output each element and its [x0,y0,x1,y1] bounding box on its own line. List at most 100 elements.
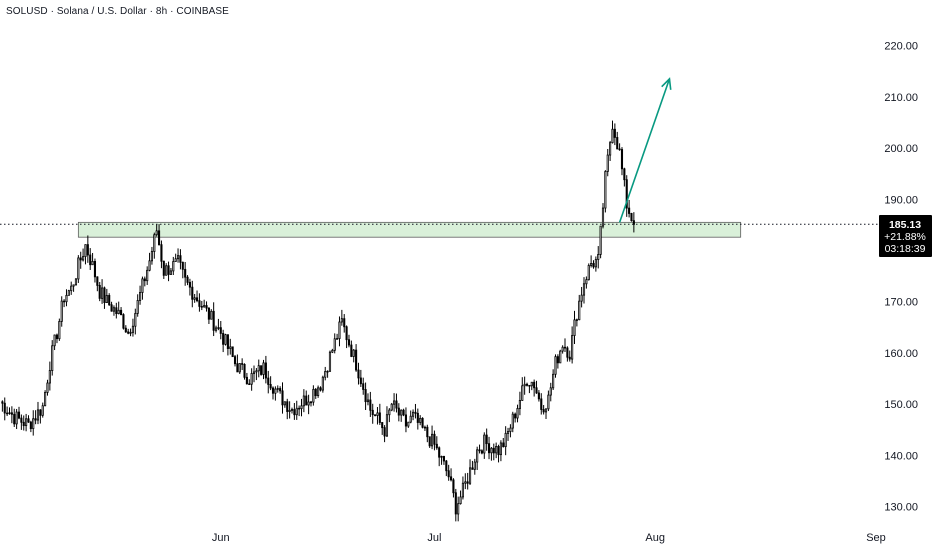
candle-body-down [124,327,127,333]
candle [504,426,507,456]
y-tick-label: 220.00 [884,41,918,53]
candle [67,289,70,296]
price-axis[interactable]: 220.00210.00200.00190.00180.00170.00160.… [884,41,918,514]
candle-body-up [112,307,116,312]
candle [416,408,419,430]
candle-body-up [25,418,28,427]
candle-body-down [20,417,23,423]
candle [82,248,85,262]
time-axis[interactable]: Jun Jul Aug Sep [212,532,886,544]
candle-body-down [212,310,215,331]
x-tick-label: Jul [427,532,441,544]
candle-body-down [120,309,123,315]
candle [184,261,187,286]
candle [518,391,521,416]
candle-body-up [376,412,379,416]
candle [578,294,581,321]
projection-arrow-shaft [618,78,671,223]
candle-body-down [198,300,201,307]
candle [307,394,310,415]
candle [407,421,410,428]
candle [74,278,78,286]
candle [148,252,151,272]
candle-body-down [369,399,372,411]
candle-body-down [22,421,25,427]
candle-body-up [585,279,588,285]
candle-body-up [388,409,391,416]
candle [13,408,16,427]
candle [480,449,483,455]
candle-body-down [402,409,405,416]
candle [146,266,149,285]
candle-body-up [262,362,265,375]
candle [533,379,536,397]
candle-body-up [490,447,493,454]
candle-body-down [542,409,545,413]
candle-body-up [407,421,410,427]
candle [165,263,168,276]
candle [120,307,123,316]
candle-body-up [257,365,260,372]
candle [112,305,116,316]
candle [521,377,524,401]
candle-body-down [271,387,275,394]
candle [276,385,279,393]
candle-body-down [478,449,481,452]
candle-body-down [264,362,267,379]
candle-body-up [250,373,253,385]
candle [582,277,586,304]
candle [426,424,429,443]
candle-body-down [89,254,92,266]
candle [317,385,320,398]
candle [445,459,448,477]
y-tick-label: 170.00 [884,297,918,309]
candle [108,293,111,306]
candle-body-up [15,411,18,425]
candle [336,333,339,340]
candle-body-down [167,265,170,275]
candle [454,488,457,522]
candle [70,281,73,295]
candle-body-down [628,207,631,214]
candle [260,365,263,376]
candle-body-up [217,327,220,329]
candle [499,440,502,462]
candle [402,408,405,417]
candle [369,391,372,417]
candle [309,400,313,407]
candle-body-up [352,349,355,357]
candle [530,381,533,391]
candle [319,386,322,392]
candle [283,401,286,408]
candle [525,382,529,387]
candle-body-up [172,261,175,272]
candle [397,403,400,422]
candle-body-up [530,381,533,387]
candle-body-down [438,447,441,458]
candle [53,334,56,351]
candle [483,432,486,459]
candle [191,280,194,308]
candle [495,442,498,459]
candle [625,175,628,217]
candle-body-down [362,383,365,390]
candle [115,302,118,319]
y-tick-label: 210.00 [884,92,918,104]
candle [96,276,99,292]
candle-body-up [559,350,562,364]
candle [127,328,130,335]
candle [281,382,284,414]
candle-body-down [452,479,455,494]
price-tag-countdown: 03:18:39 [885,243,926,255]
candle-body-down [29,421,32,430]
candle [117,301,120,315]
candle [300,398,303,417]
candle-body-down [188,281,191,288]
candle-body-up [290,409,294,411]
candle-body-up [606,154,609,172]
candle [46,379,49,396]
candle [414,403,417,419]
candle [321,375,324,393]
candle [587,263,590,281]
